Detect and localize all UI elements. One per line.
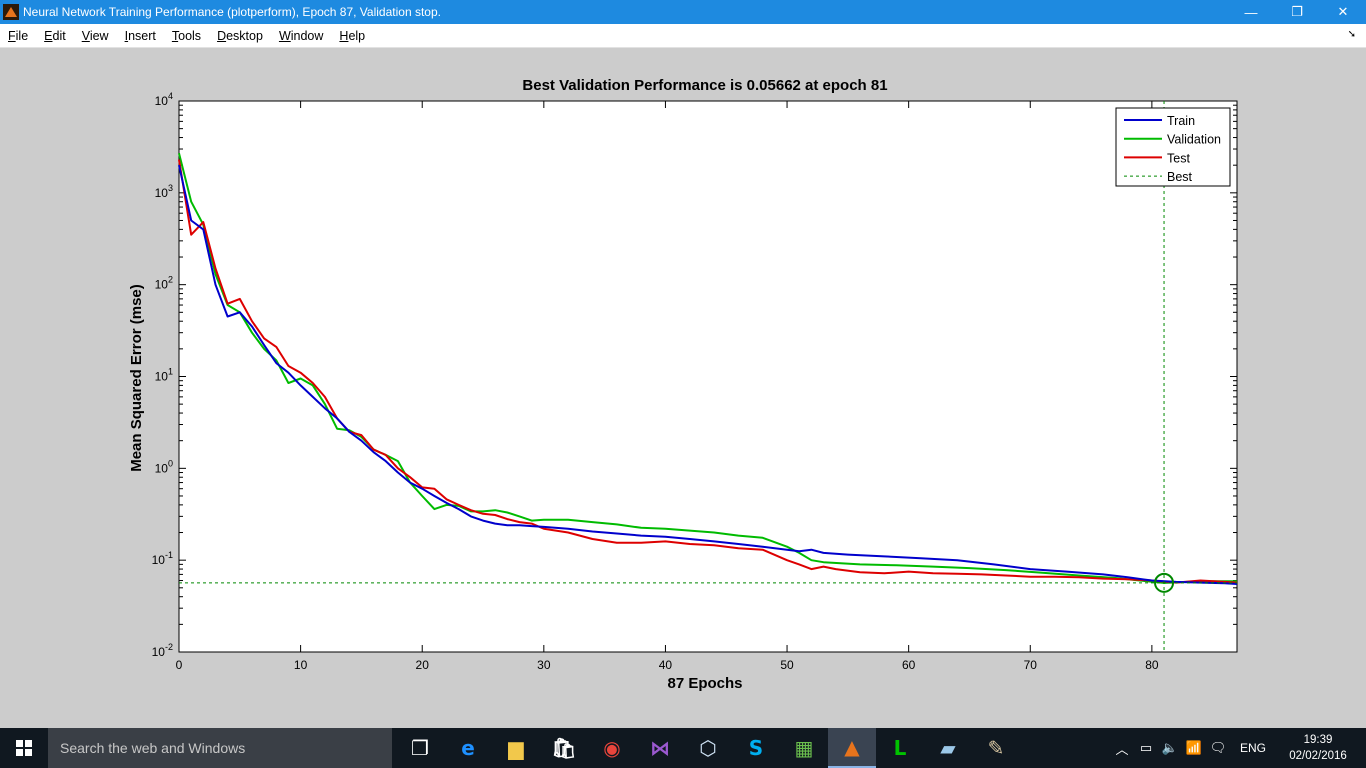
paint-icon-glyph: ✎ <box>987 736 1005 760</box>
skype-icon-glyph: S <box>748 736 764 760</box>
series-line-validation <box>178 152 1237 584</box>
window-controls: — ❐ ✕ <box>1228 0 1366 24</box>
menu-bar: File Edit View Insert Tools Desktop Wind… <box>0 24 1366 48</box>
project-chart-icon-glyph: ▦ <box>794 736 814 760</box>
volume-icon[interactable]: 🔈 <box>1161 740 1179 755</box>
y-tick-label: 103 <box>155 183 173 200</box>
legend-label-test: Test <box>1167 151 1190 165</box>
edge-icon-glyph: e <box>461 736 475 760</box>
x-tick-label: 80 <box>1145 658 1159 672</box>
menu-overflow-icon[interactable]: ➘ <box>1347 29 1356 40</box>
y-tick-label: 104 <box>155 91 173 108</box>
notebook-icon-glyph: ▰ <box>940 736 956 760</box>
taskbar-apps: ❐ e ▆ 🛍 ◉ ⋈ ⬡ S ▦ ▲ L ▰ ✎ <box>396 728 1020 768</box>
axes-area[interactable] <box>178 100 1238 653</box>
chrome-icon-glyph: ◉ <box>603 736 621 760</box>
matlab-icon-glyph: ▲ <box>844 735 860 759</box>
menu-window[interactable]: Window <box>278 28 324 43</box>
network-icon[interactable]: 📶 <box>1185 740 1203 755</box>
paint-icon[interactable]: ✎ <box>972 728 1020 768</box>
language-indicator[interactable]: ENG <box>1239 741 1266 755</box>
axis-ticks: 0 10 20 30 40 50 60 70 80 104 103 102 101 100 10-1 10-2 <box>152 91 1237 672</box>
menu-tools[interactable]: Tools <box>171 28 202 43</box>
start-button[interactable] <box>0 728 48 768</box>
file-explorer-icon-glyph: ▆ <box>508 736 524 760</box>
battery-icon[interactable]: ▭ <box>1139 740 1153 755</box>
menu-file[interactable]: File <box>8 28 29 43</box>
y-tick-label: 10-1 <box>152 550 173 567</box>
menu-insert[interactable]: Insert <box>124 28 156 43</box>
figure-canvas: Best Validation Performance is 0.05662 a… <box>0 48 1366 728</box>
clock[interactable]: 19:39 02/02/2016 <box>1280 732 1356 764</box>
y-tick-label: 10-2 <box>152 642 173 659</box>
series-lines <box>178 152 1238 585</box>
y-tick-label: 101 <box>155 367 173 384</box>
x-tick-label: 60 <box>902 658 916 672</box>
best-point-marker <box>1154 572 1175 593</box>
box-app-icon[interactable]: ⬡ <box>684 728 732 768</box>
series-line-test <box>178 159 1238 584</box>
x-tick-label: 0 <box>176 658 183 672</box>
taskbar-search[interactable]: Search the web and Windows <box>48 728 392 768</box>
taskbar: Search the web and Windows ❐ e ▆ 🛍 ◉ ⋈ ⬡ S ▦ ▲ L ▰ ✎… <box>0 728 1366 768</box>
menu-help[interactable]: Help <box>339 28 366 43</box>
notebook-icon[interactable]: ▰ <box>924 728 972 768</box>
task-view-icon[interactable]: ❐ <box>396 728 444 768</box>
series-line-train <box>178 164 1238 585</box>
best-markers <box>179 101 1237 652</box>
performance-plot: Best Validation Performance is 0.05662 a… <box>128 77 1238 692</box>
system-tray: ︿ ▭ 🔈 📶 🗨 ENG 19:39 02/02/2016 <box>1110 728 1366 768</box>
chrome-icon[interactable]: ◉ <box>588 728 636 768</box>
legend-label-train: Train <box>1167 114 1195 128</box>
store-icon[interactable]: 🛍 <box>540 728 588 768</box>
x-tick-label: 20 <box>416 658 430 672</box>
window-title-bar[interactable]: Neural Network Training Performance (plo… <box>0 0 1366 24</box>
clock-time: 19:39 <box>1303 734 1333 746</box>
y-tick-label: 100 <box>155 458 173 475</box>
legend-label-validation: Validation <box>1167 133 1221 147</box>
legend-label-best: Best <box>1167 170 1193 184</box>
edge-icon[interactable]: e <box>444 728 492 768</box>
chart-title: Best Validation Performance is 0.05662 a… <box>522 77 887 94</box>
file-explorer-icon[interactable]: ▆ <box>492 728 540 768</box>
tray-chevron-icon[interactable]: ︿ <box>1115 741 1129 757</box>
window-title: Neural Network Training Performance (plo… <box>23 5 441 19</box>
menu-desktop[interactable]: Desktop <box>217 28 263 43</box>
task-view-icon-glyph: ❐ <box>411 736 429 760</box>
menu-view[interactable]: View <box>81 28 109 43</box>
box-app-icon-glyph: ⬡ <box>699 736 717 760</box>
x-tick-label: 50 <box>780 658 794 672</box>
x-tick-label: 70 <box>1024 658 1038 672</box>
line-icon-glyph: L <box>893 736 907 760</box>
close-button[interactable]: ✕ <box>1337 4 1349 19</box>
y-tick-label: 102 <box>155 275 173 292</box>
project-chart-icon[interactable]: ▦ <box>780 728 828 768</box>
x-tick-label: 40 <box>659 658 673 672</box>
matlab-icon <box>3 4 19 20</box>
matlab-icon[interactable]: ▲ <box>828 728 876 768</box>
clock-date: 02/02/2016 <box>1289 750 1347 762</box>
visual-studio-icon-glyph: ⋈ <box>650 736 670 760</box>
restore-button[interactable]: ❐ <box>1291 4 1303 19</box>
menu-edit[interactable]: Edit <box>44 28 66 43</box>
store-icon-glyph: 🛍 <box>551 736 577 760</box>
x-tick-label: 30 <box>537 658 551 672</box>
x-tick-label: 10 <box>294 658 308 672</box>
x-axis-label: 87 Epochs <box>667 675 742 692</box>
notifications-icon[interactable]: 🗨 <box>1209 740 1227 755</box>
windows-logo-icon <box>16 740 32 756</box>
legend[interactable]: Train Validation Test Best <box>1115 107 1231 187</box>
line-icon[interactable]: L <box>876 728 924 768</box>
skype-icon[interactable]: S <box>732 728 780 768</box>
minimize-button[interactable]: — <box>1244 4 1258 20</box>
visual-studio-icon[interactable]: ⋈ <box>636 728 684 768</box>
y-axis-label: Mean Squared Error (mse) <box>128 284 145 472</box>
